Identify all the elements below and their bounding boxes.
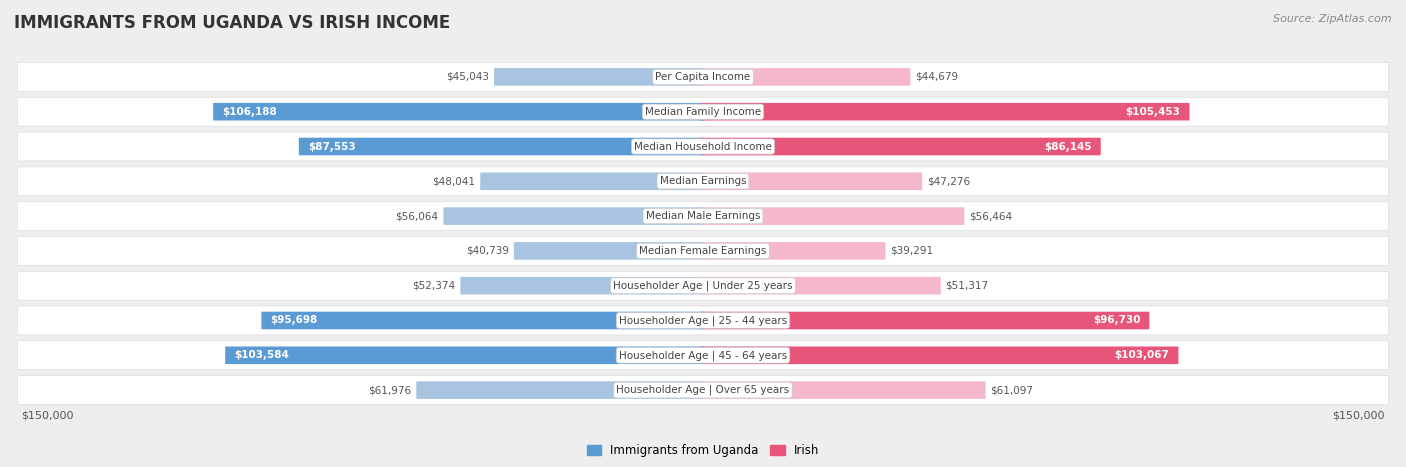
Text: $52,374: $52,374 [412, 281, 456, 290]
FancyBboxPatch shape [17, 202, 1389, 231]
Text: $106,188: $106,188 [222, 107, 277, 117]
Text: $51,317: $51,317 [946, 281, 988, 290]
FancyBboxPatch shape [17, 167, 1389, 196]
FancyBboxPatch shape [17, 63, 1389, 92]
FancyBboxPatch shape [702, 242, 886, 260]
FancyBboxPatch shape [702, 207, 965, 225]
FancyBboxPatch shape [702, 277, 941, 295]
Text: $150,000: $150,000 [21, 411, 73, 421]
Text: Median Female Earnings: Median Female Earnings [640, 246, 766, 256]
Text: Householder Age | 25 - 44 years: Householder Age | 25 - 44 years [619, 315, 787, 326]
FancyBboxPatch shape [702, 347, 1178, 364]
Text: $103,067: $103,067 [1115, 350, 1170, 360]
Text: $44,679: $44,679 [915, 72, 959, 82]
Text: Median Male Earnings: Median Male Earnings [645, 211, 761, 221]
FancyBboxPatch shape [214, 103, 704, 120]
Text: Householder Age | 45 - 64 years: Householder Age | 45 - 64 years [619, 350, 787, 361]
FancyBboxPatch shape [702, 68, 910, 86]
Text: IMMIGRANTS FROM UGANDA VS IRISH INCOME: IMMIGRANTS FROM UGANDA VS IRISH INCOME [14, 14, 450, 32]
FancyBboxPatch shape [702, 103, 1189, 120]
Text: $105,453: $105,453 [1126, 107, 1181, 117]
Text: Householder Age | Over 65 years: Householder Age | Over 65 years [616, 385, 790, 396]
FancyBboxPatch shape [460, 277, 704, 295]
FancyBboxPatch shape [17, 375, 1389, 404]
FancyBboxPatch shape [702, 138, 1101, 156]
Text: $87,553: $87,553 [308, 142, 356, 151]
FancyBboxPatch shape [17, 341, 1389, 370]
Text: $61,097: $61,097 [990, 385, 1033, 395]
FancyBboxPatch shape [702, 311, 1149, 329]
Text: $96,730: $96,730 [1092, 316, 1140, 325]
Text: $48,041: $48,041 [433, 177, 475, 186]
Text: Householder Age | Under 25 years: Householder Age | Under 25 years [613, 281, 793, 291]
FancyBboxPatch shape [443, 207, 704, 225]
FancyBboxPatch shape [299, 138, 704, 156]
Text: $56,064: $56,064 [395, 211, 439, 221]
Text: Median Earnings: Median Earnings [659, 177, 747, 186]
Text: $39,291: $39,291 [890, 246, 934, 256]
Text: $56,464: $56,464 [969, 211, 1012, 221]
FancyBboxPatch shape [481, 172, 704, 190]
FancyBboxPatch shape [17, 271, 1389, 300]
FancyBboxPatch shape [702, 381, 986, 399]
FancyBboxPatch shape [17, 97, 1389, 126]
FancyBboxPatch shape [416, 381, 704, 399]
Text: Median Family Income: Median Family Income [645, 107, 761, 117]
FancyBboxPatch shape [17, 132, 1389, 161]
FancyBboxPatch shape [17, 306, 1389, 335]
FancyBboxPatch shape [702, 172, 922, 190]
Text: Median Household Income: Median Household Income [634, 142, 772, 151]
FancyBboxPatch shape [513, 242, 704, 260]
FancyBboxPatch shape [262, 311, 704, 329]
Text: $45,043: $45,043 [446, 72, 489, 82]
Text: $86,145: $86,145 [1045, 142, 1092, 151]
FancyBboxPatch shape [494, 68, 704, 86]
Text: $103,584: $103,584 [235, 350, 290, 360]
Legend: Immigrants from Uganda, Irish: Immigrants from Uganda, Irish [582, 439, 824, 462]
Text: $61,976: $61,976 [368, 385, 412, 395]
FancyBboxPatch shape [225, 347, 704, 364]
Text: $47,276: $47,276 [927, 177, 970, 186]
Text: Source: ZipAtlas.com: Source: ZipAtlas.com [1274, 14, 1392, 24]
Text: Per Capita Income: Per Capita Income [655, 72, 751, 82]
Text: $40,739: $40,739 [465, 246, 509, 256]
Text: $95,698: $95,698 [270, 316, 318, 325]
FancyBboxPatch shape [17, 236, 1389, 265]
Text: $150,000: $150,000 [1333, 411, 1385, 421]
